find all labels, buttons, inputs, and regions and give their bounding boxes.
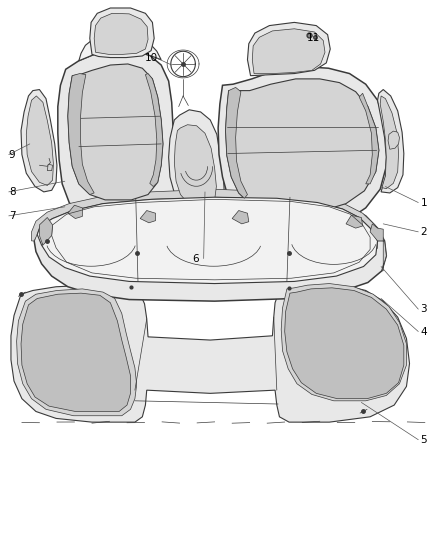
Polygon shape (68, 205, 82, 219)
Polygon shape (68, 74, 94, 195)
Text: 2: 2 (420, 227, 427, 237)
Polygon shape (285, 288, 404, 399)
Text: 7: 7 (9, 211, 15, 221)
Text: 9: 9 (9, 150, 15, 159)
Text: 5: 5 (420, 435, 427, 445)
Text: 8: 8 (9, 187, 15, 197)
Polygon shape (140, 211, 155, 223)
Polygon shape (226, 79, 379, 213)
Polygon shape (388, 131, 399, 149)
Polygon shape (58, 51, 177, 225)
Polygon shape (145, 74, 163, 187)
Polygon shape (47, 164, 53, 171)
Polygon shape (37, 197, 378, 284)
Polygon shape (247, 22, 330, 76)
Polygon shape (174, 125, 216, 208)
Polygon shape (68, 64, 163, 200)
Polygon shape (79, 35, 161, 61)
Polygon shape (378, 90, 404, 193)
Polygon shape (94, 13, 148, 54)
Polygon shape (21, 293, 131, 411)
Polygon shape (252, 29, 325, 74)
Polygon shape (226, 87, 247, 198)
Text: 11: 11 (307, 34, 320, 43)
Text: 3: 3 (420, 304, 427, 314)
Polygon shape (346, 215, 363, 228)
Text: 4: 4 (420, 327, 427, 336)
Polygon shape (32, 189, 386, 271)
Polygon shape (34, 195, 386, 301)
Text: 10: 10 (145, 53, 158, 62)
Polygon shape (218, 67, 387, 230)
Polygon shape (26, 96, 53, 185)
Polygon shape (281, 284, 406, 401)
Polygon shape (370, 224, 383, 241)
Polygon shape (11, 282, 410, 422)
Polygon shape (169, 110, 224, 216)
Polygon shape (39, 217, 53, 245)
Polygon shape (90, 8, 154, 58)
Text: 1: 1 (420, 198, 427, 207)
Polygon shape (359, 93, 379, 184)
Text: 6: 6 (193, 254, 199, 263)
Polygon shape (21, 90, 57, 192)
Polygon shape (17, 289, 137, 416)
Polygon shape (380, 96, 399, 189)
Polygon shape (232, 211, 249, 224)
